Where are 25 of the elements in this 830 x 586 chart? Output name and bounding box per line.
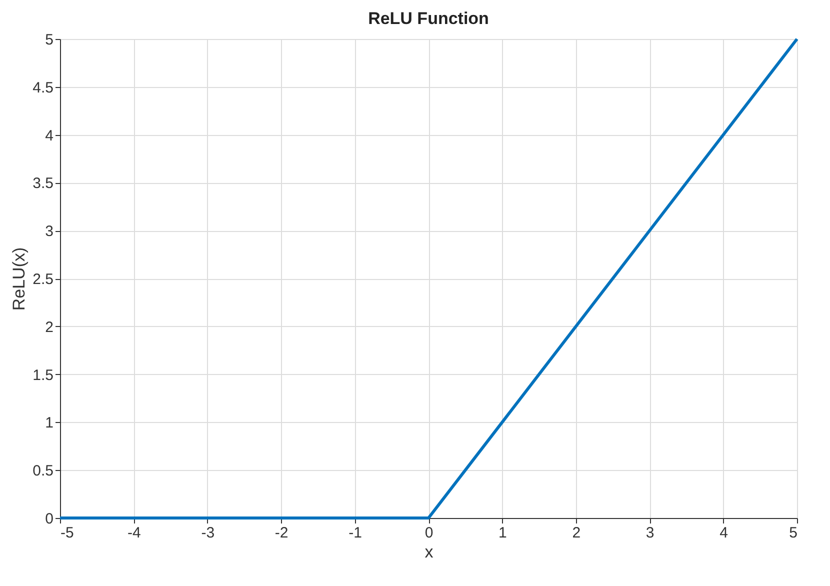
x-tick-label: 0 <box>424 524 434 542</box>
x-tick-label: -1 <box>348 524 362 542</box>
y-tick-label: 5 <box>45 32 54 48</box>
y-tick-label: 2.5 <box>32 271 54 288</box>
x-tick-label: 4 <box>720 524 728 542</box>
y-tick-label: 3.5 <box>32 175 54 192</box>
y-tick-label: 1.5 <box>32 366 54 384</box>
x-tick-label: -4 <box>128 524 141 542</box>
y-tick-label: 4 <box>45 127 54 144</box>
y-tick-label: 4.5 <box>32 79 54 96</box>
x-tick-label: -2 <box>274 524 288 542</box>
x-tick-label: 2 <box>572 524 581 542</box>
x-tick-label: -3 <box>201 524 215 542</box>
x-axis-title: x <box>424 542 434 562</box>
y-tick-label: 0.5 <box>32 462 54 480</box>
chart-title: ReLU Function <box>368 9 489 28</box>
y-tick-label: 2 <box>45 318 54 336</box>
x-tick-label: 5 <box>789 524 798 542</box>
y-tick-label: 3 <box>45 223 54 240</box>
y-tick-label: 0 <box>45 510 54 528</box>
x-tick-label: 3 <box>646 524 654 542</box>
x-tick-label: -5 <box>60 524 74 542</box>
y-axis-title: ReLU(x) <box>10 247 29 311</box>
x-tick-label: 1 <box>498 524 507 542</box>
y-tick-label: 1 <box>45 414 54 432</box>
